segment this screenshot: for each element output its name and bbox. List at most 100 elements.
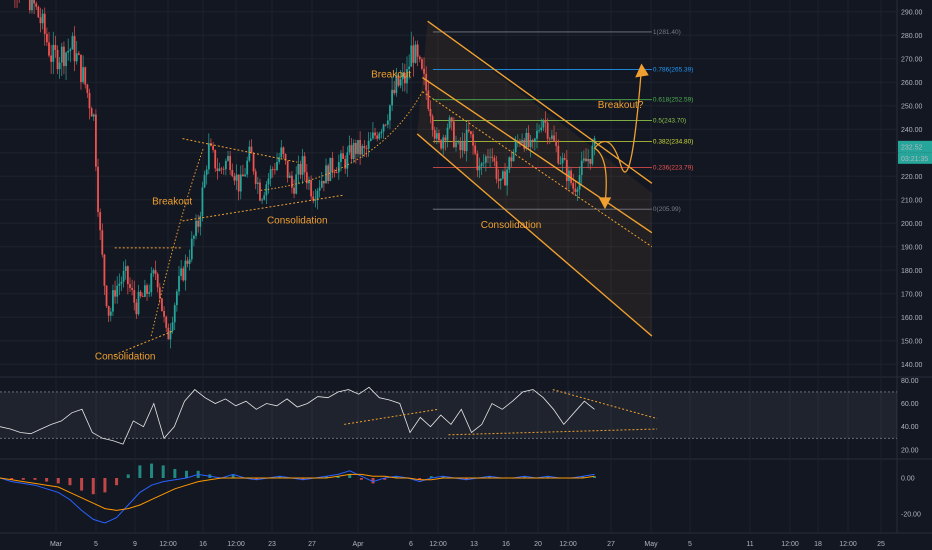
candle-body: [348, 145, 351, 153]
candle-body: [88, 92, 91, 109]
channel-lower-line[interactable]: [416, 133, 653, 337]
candle-body: [197, 220, 200, 227]
candle-body: [141, 296, 144, 297]
macd-histogram-bar: [21, 478, 25, 480]
candle-body: [195, 220, 197, 236]
macd-panel[interactable]: [0, 463, 597, 524]
y-tick-label: 250.00: [901, 103, 923, 110]
candle-body: [446, 127, 449, 141]
candle-body: [276, 161, 278, 171]
candle-body: [129, 284, 131, 288]
last-price-value: 232.52: [901, 144, 923, 151]
x-tick-label: 27: [308, 541, 316, 548]
candle-body: [410, 45, 413, 67]
candle-body: [525, 132, 528, 149]
candle-body: [546, 122, 549, 139]
candle-body: [557, 145, 560, 164]
fib-level-label: 0.5(243.70): [653, 118, 686, 125]
rsi-line[interactable]: [0, 386, 595, 445]
candle-body: [112, 290, 114, 312]
macd-histogram-bar: [56, 478, 60, 484]
triangle-upper-trendline[interactable]: [182, 138, 298, 163]
candle-body: [361, 145, 364, 155]
macd-histogram-bar: [80, 478, 84, 491]
candle-body: [521, 140, 523, 144]
y-tick-label: 280.00: [901, 33, 923, 40]
chart-annotation: Breakout?: [598, 100, 644, 111]
y-tick-label: 220.00: [901, 174, 923, 181]
candle-body: [84, 67, 87, 85]
x-tick-label: 20: [534, 541, 542, 548]
rsi-panel[interactable]: [0, 386, 897, 445]
candle-body: [118, 283, 121, 286]
candle-body: [186, 260, 189, 264]
candle-body: [58, 62, 61, 70]
candle-body: [293, 187, 295, 194]
candle-body: [435, 133, 438, 139]
macd-histogram-bar: [383, 478, 387, 480]
breakout-projection-arrow[interactable]: [594, 68, 643, 173]
candle-body: [90, 108, 93, 117]
candle-body: [278, 157, 281, 162]
candle-body: [431, 116, 434, 131]
candle-body: [199, 215, 202, 227]
candle-body: [591, 145, 594, 164]
price-panel[interactable]: 1(281.40) 0.786(265.39) 0.618(252.59) 0.5(2…: [0, 0, 693, 363]
channel-mid-line[interactable]: [422, 76, 653, 234]
candle-body: [523, 140, 526, 149]
fib-level-label: 0.382(234.80): [653, 138, 693, 145]
macd-histogram-bar: [581, 476, 585, 478]
rsi-tick-label: 80.00: [901, 378, 919, 385]
candle-body: [261, 199, 264, 201]
candle-body: [220, 168, 223, 170]
countdown-value: 03:21:35: [901, 156, 928, 163]
candle-body: [75, 53, 78, 62]
candle-body: [248, 146, 251, 161]
candle-body: [495, 161, 498, 180]
candle-body: [54, 44, 57, 50]
macd-tick-label: -20.00: [901, 512, 921, 519]
candle-body: [239, 174, 242, 192]
candle-body: [308, 180, 310, 184]
candle-body: [401, 73, 404, 80]
candle-body: [227, 156, 229, 161]
breakdown-projection-arrow[interactable]: [594, 147, 607, 205]
candle-body: [337, 162, 340, 173]
macd-histogram-bar: [68, 478, 72, 486]
candle-body: [389, 105, 391, 121]
channel-upper-line[interactable]: [427, 20, 653, 184]
fib-level-label: 0.236(223.79): [653, 164, 693, 171]
x-tick-label: 16: [502, 541, 510, 548]
candle-body: [135, 302, 138, 315]
candle-body: [178, 275, 180, 292]
candle-body: [585, 158, 587, 162]
candle-body: [318, 187, 321, 191]
candle-body: [335, 172, 338, 174]
candle-body: [587, 158, 590, 162]
signal-line[interactable]: [0, 473, 595, 511]
macd-histogram-bar: [336, 476, 340, 478]
candle-body: [559, 163, 562, 165]
triangle-lower-trendline[interactable]: [182, 194, 345, 222]
candle-body: [193, 235, 195, 239]
candle-body: [250, 146, 253, 154]
candle-body: [476, 153, 479, 171]
macd-line[interactable]: [0, 470, 595, 524]
candle-body: [86, 84, 89, 93]
macd-histogram-bar: [45, 478, 49, 482]
candle-body: [399, 79, 402, 86]
macd-histogram-bar: [150, 463, 154, 478]
candle-body: [73, 36, 76, 62]
candle-body: [156, 274, 159, 288]
candle-body: [327, 165, 330, 182]
macd-histogram-bar: [348, 474, 352, 478]
candle-body: [271, 169, 274, 170]
candle-body: [63, 46, 65, 67]
candle-body: [52, 44, 55, 62]
candle-body: [393, 89, 396, 94]
candle-body: [288, 175, 291, 178]
candle-body: [107, 305, 110, 316]
candle-body: [510, 157, 513, 162]
